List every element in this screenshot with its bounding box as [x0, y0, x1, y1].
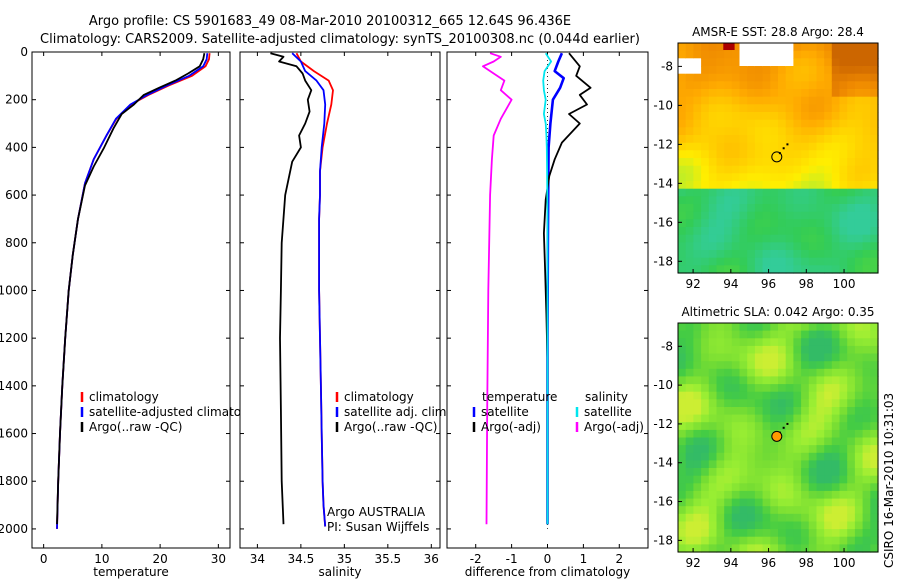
sst_map-ytick-label: -10 — [653, 98, 673, 112]
temperature-ytick-label: 1000 — [0, 283, 28, 297]
salinity-frame — [239, 51, 441, 549]
sst_map-track-point — [782, 147, 785, 150]
header-line2: Climatology: CARS2009. Satellite-adjuste… — [40, 32, 640, 47]
sla_map-xtick-label: 96 — [761, 556, 776, 570]
sla_map-frame — [677, 322, 879, 553]
sst_map-ytick-label: -14 — [653, 176, 673, 190]
sla_map-xtick-label: 92 — [685, 556, 700, 570]
salinity-xlabel: salinity — [318, 565, 361, 579]
sst_map-xtick-label: 96 — [761, 277, 776, 291]
difference-xlabel: difference from climatology — [465, 565, 631, 579]
difference-legend-label: satellite — [481, 405, 529, 419]
salinity-annotation: Argo AUSTRALIA — [327, 505, 426, 519]
difference-series-temperature-argo-adj- — [543, 52, 592, 525]
temperature-ytick-label: 1800 — [0, 474, 28, 488]
sla_map-ytick-label: -18 — [653, 533, 673, 547]
sst_map-ytick-label: -8 — [661, 59, 673, 73]
difference-series-salinity-satellite — [542, 52, 552, 525]
sla_map-xtick-label: 98 — [799, 556, 814, 570]
difference-xtick-label: 0 — [544, 552, 552, 566]
temperature-ytick-label: 800 — [5, 236, 28, 250]
sla_map-track-point — [786, 422, 789, 425]
difference-legend-label: salinity — [585, 390, 628, 404]
difference-legend-label: satellite — [584, 405, 632, 419]
sla_map-title: Altimetric SLA: 0.042 Argo: 0.35 — [681, 305, 874, 319]
sla_map-xtick-label: 100 — [833, 556, 856, 570]
sst_map-track-point — [786, 143, 789, 146]
difference-xtick-label: 1 — [580, 552, 588, 566]
sst_map-ytick-label: -18 — [653, 254, 673, 268]
sla_map-float-marker — [771, 430, 783, 442]
temperature-ytick-label: 0 — [20, 45, 28, 59]
sla_map-ytick-label: -10 — [653, 378, 673, 392]
sst-land-patch — [723, 43, 735, 50]
temperature-xtick-label: 30 — [211, 552, 226, 566]
temperature-ytick-label: 2000 — [0, 522, 28, 536]
salinity-xtick-label: 36 — [424, 552, 439, 566]
salinity-xtick-label: 34 — [250, 552, 265, 566]
temperature-ytick-label: 1400 — [0, 379, 28, 393]
temperature-ytick-label: 1600 — [0, 427, 28, 441]
salinity-xtick-label: 34.5 — [288, 552, 315, 566]
difference-legend-label: Argo(-adj) — [481, 420, 541, 434]
plots-layer: 0 10 20 30020040060080010001200140016001800… — [0, 25, 879, 579]
sla_map-xtick-label: 94 — [723, 556, 738, 570]
difference-xtick-label: -2 — [470, 552, 482, 566]
temperature-legend-label: climatology — [89, 390, 159, 404]
salinity-annotation: PI: Susan Wijffels — [327, 520, 429, 534]
salinity-legend-label: Argo(..raw -QC) — [344, 420, 437, 434]
difference-series-salinity-argo-adj- — [481, 52, 513, 525]
sla_map-field — [678, 323, 879, 553]
temperature-ytick-label: 1200 — [0, 331, 28, 345]
sla_map-ytick-label: -16 — [653, 495, 673, 509]
sst_map-ytick-label: -12 — [653, 137, 673, 151]
sst_map-field — [678, 43, 879, 274]
salinity-xtick-label: 35.5 — [374, 552, 401, 566]
temperature-xtick-label: 20 — [152, 552, 167, 566]
difference-xtick-label: 2 — [615, 552, 623, 566]
temperature-frame — [31, 51, 231, 549]
temperature-xtick-label: 10 — [94, 552, 109, 566]
sla_map-panel: Altimetric SLA: 0.042 Argo: 0.35 92 94 96 98… — [653, 305, 879, 570]
sst_map-xtick-label: 100 — [833, 277, 856, 291]
sla_map-track-point — [782, 426, 785, 429]
sst_map-panel: AMSR-E SST: 28.8 Argo: 28.4 92 94 96 98 100 -8… — [653, 25, 879, 291]
temperature-ytick-label: 400 — [5, 140, 28, 154]
temperature-series-argo-raw-qc- — [56, 53, 206, 525]
difference-xtick-label: -1 — [506, 552, 518, 566]
temperature-ytick-label: 200 — [5, 93, 28, 107]
salinity-series-argo-raw-qc- — [270, 52, 313, 525]
sst_map-xtick-label: 98 — [799, 277, 814, 291]
sst_map-float-marker — [771, 151, 783, 163]
difference-legend-label: Argo(-adj) — [584, 420, 644, 434]
temperature-legend-label: Argo(..raw -QC) — [89, 420, 182, 434]
salinity-panel: 34 34.5 35 35.5 36 salinity climatologysatelli… — [239, 51, 450, 579]
sst_map-xtick-label: 94 — [723, 277, 738, 291]
sst_map-xtick-label: 92 — [685, 277, 700, 291]
sst_map-title: AMSR-E SST: 28.8 Argo: 28.4 — [692, 25, 864, 39]
temperature-xtick-label: 0 — [40, 552, 48, 566]
salinity-legend-label: satellite adj. clim. — [344, 405, 450, 419]
sla_map-ytick-label: -12 — [653, 417, 673, 431]
header-line1: Argo profile: CS 5901683_49 08-Mar-2010 … — [89, 14, 571, 29]
temperature-ytick-label: 600 — [5, 188, 28, 202]
temperature-panel: 0 10 20 30 0 200 400 600 800 1000 1200 1400 1600 1800… — [0, 45, 267, 579]
temperature-legend-label: satellite-adjusted climatology — [89, 405, 267, 419]
salinity-xtick-label: 35 — [337, 552, 352, 566]
sla_map-ytick-label: -14 — [653, 456, 673, 470]
temperature-xlabel: temperature — [93, 565, 168, 579]
difference-legend-label: temperature — [482, 390, 557, 404]
salinity-series-satellite-adj-clim- — [291, 52, 327, 527]
sst_map-frame — [677, 42, 879, 274]
sla_map-ytick-label: -8 — [661, 339, 673, 353]
side-stamp: CSIRO 16-Mar-2010 10:31:03 — [882, 393, 896, 568]
sst_map-ytick-label: -16 — [653, 215, 673, 229]
salinity-legend-label: climatology — [344, 390, 414, 404]
